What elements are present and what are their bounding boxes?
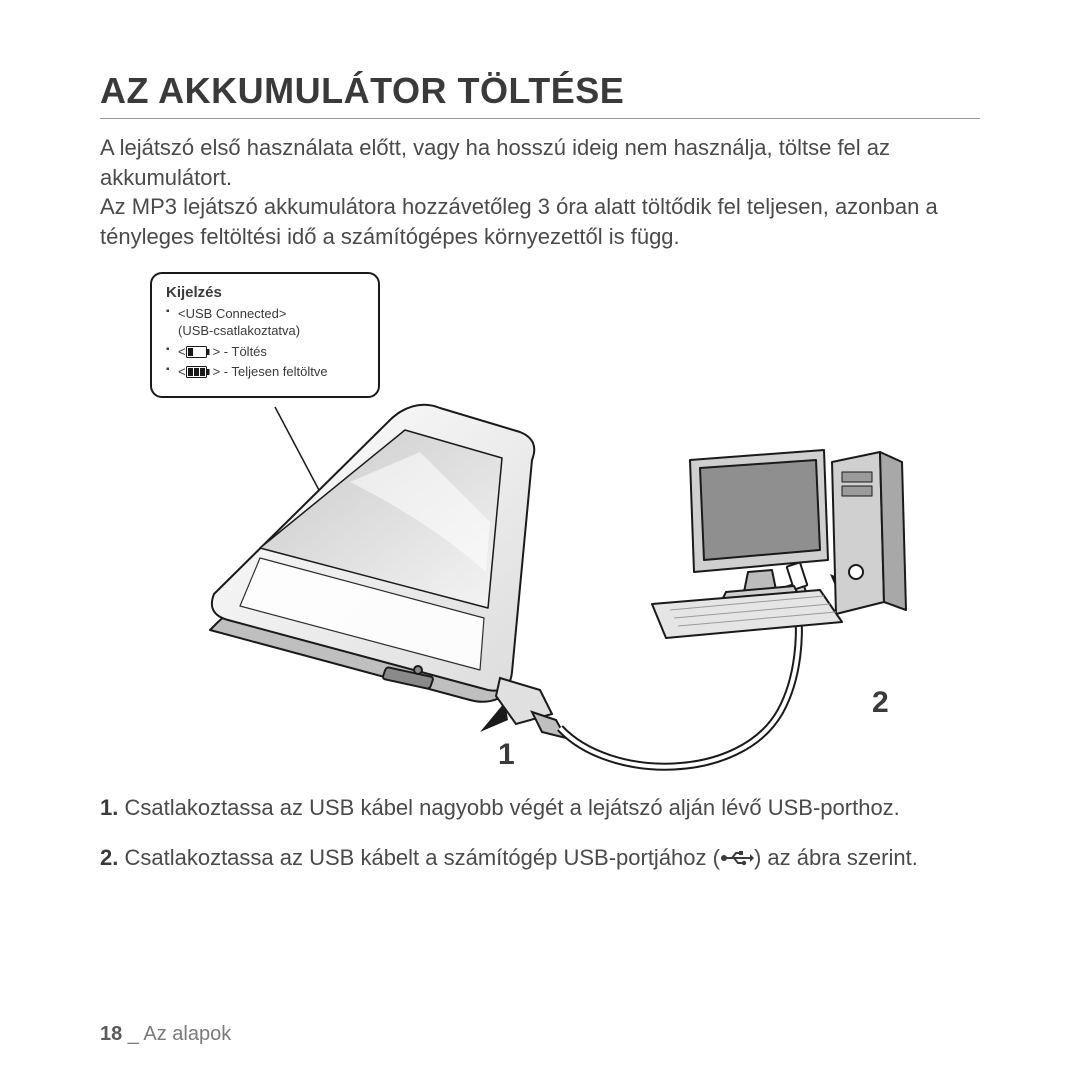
steps: 1. Csatlakoztassa az USB kábel nagyobb v… <box>100 792 980 874</box>
page-footer: 18 _ Az alapok <box>100 1023 231 1046</box>
diagram: Kijelzés <USB Connected> (USB-csatlakozt… <box>100 272 980 772</box>
usb-icon <box>720 849 754 867</box>
diagram-label-2: 2 <box>872 686 889 719</box>
intro-p2: Az MP3 lejátszó akkumulátora hozzávetőle… <box>100 192 980 251</box>
step-1: 1. Csatlakoztassa az USB kábel nagyobb v… <box>100 792 980 824</box>
cable-connector-player <box>496 678 566 738</box>
computer <box>652 450 906 638</box>
intro-text: A lejátszó első használata előtt, vagy h… <box>100 133 980 252</box>
mp3-player <box>210 405 534 702</box>
diagram-label-1: 1 <box>498 738 515 771</box>
intro-p1: A lejátszó első használata előtt, vagy h… <box>100 133 980 192</box>
connection-diagram: 1 2 <box>100 272 980 772</box>
page-title: AZ AKKUMULÁTOR TÖLTÉSE <box>100 70 980 119</box>
step-2: 2. Csatlakoztassa az USB kábelt a számít… <box>100 842 980 874</box>
